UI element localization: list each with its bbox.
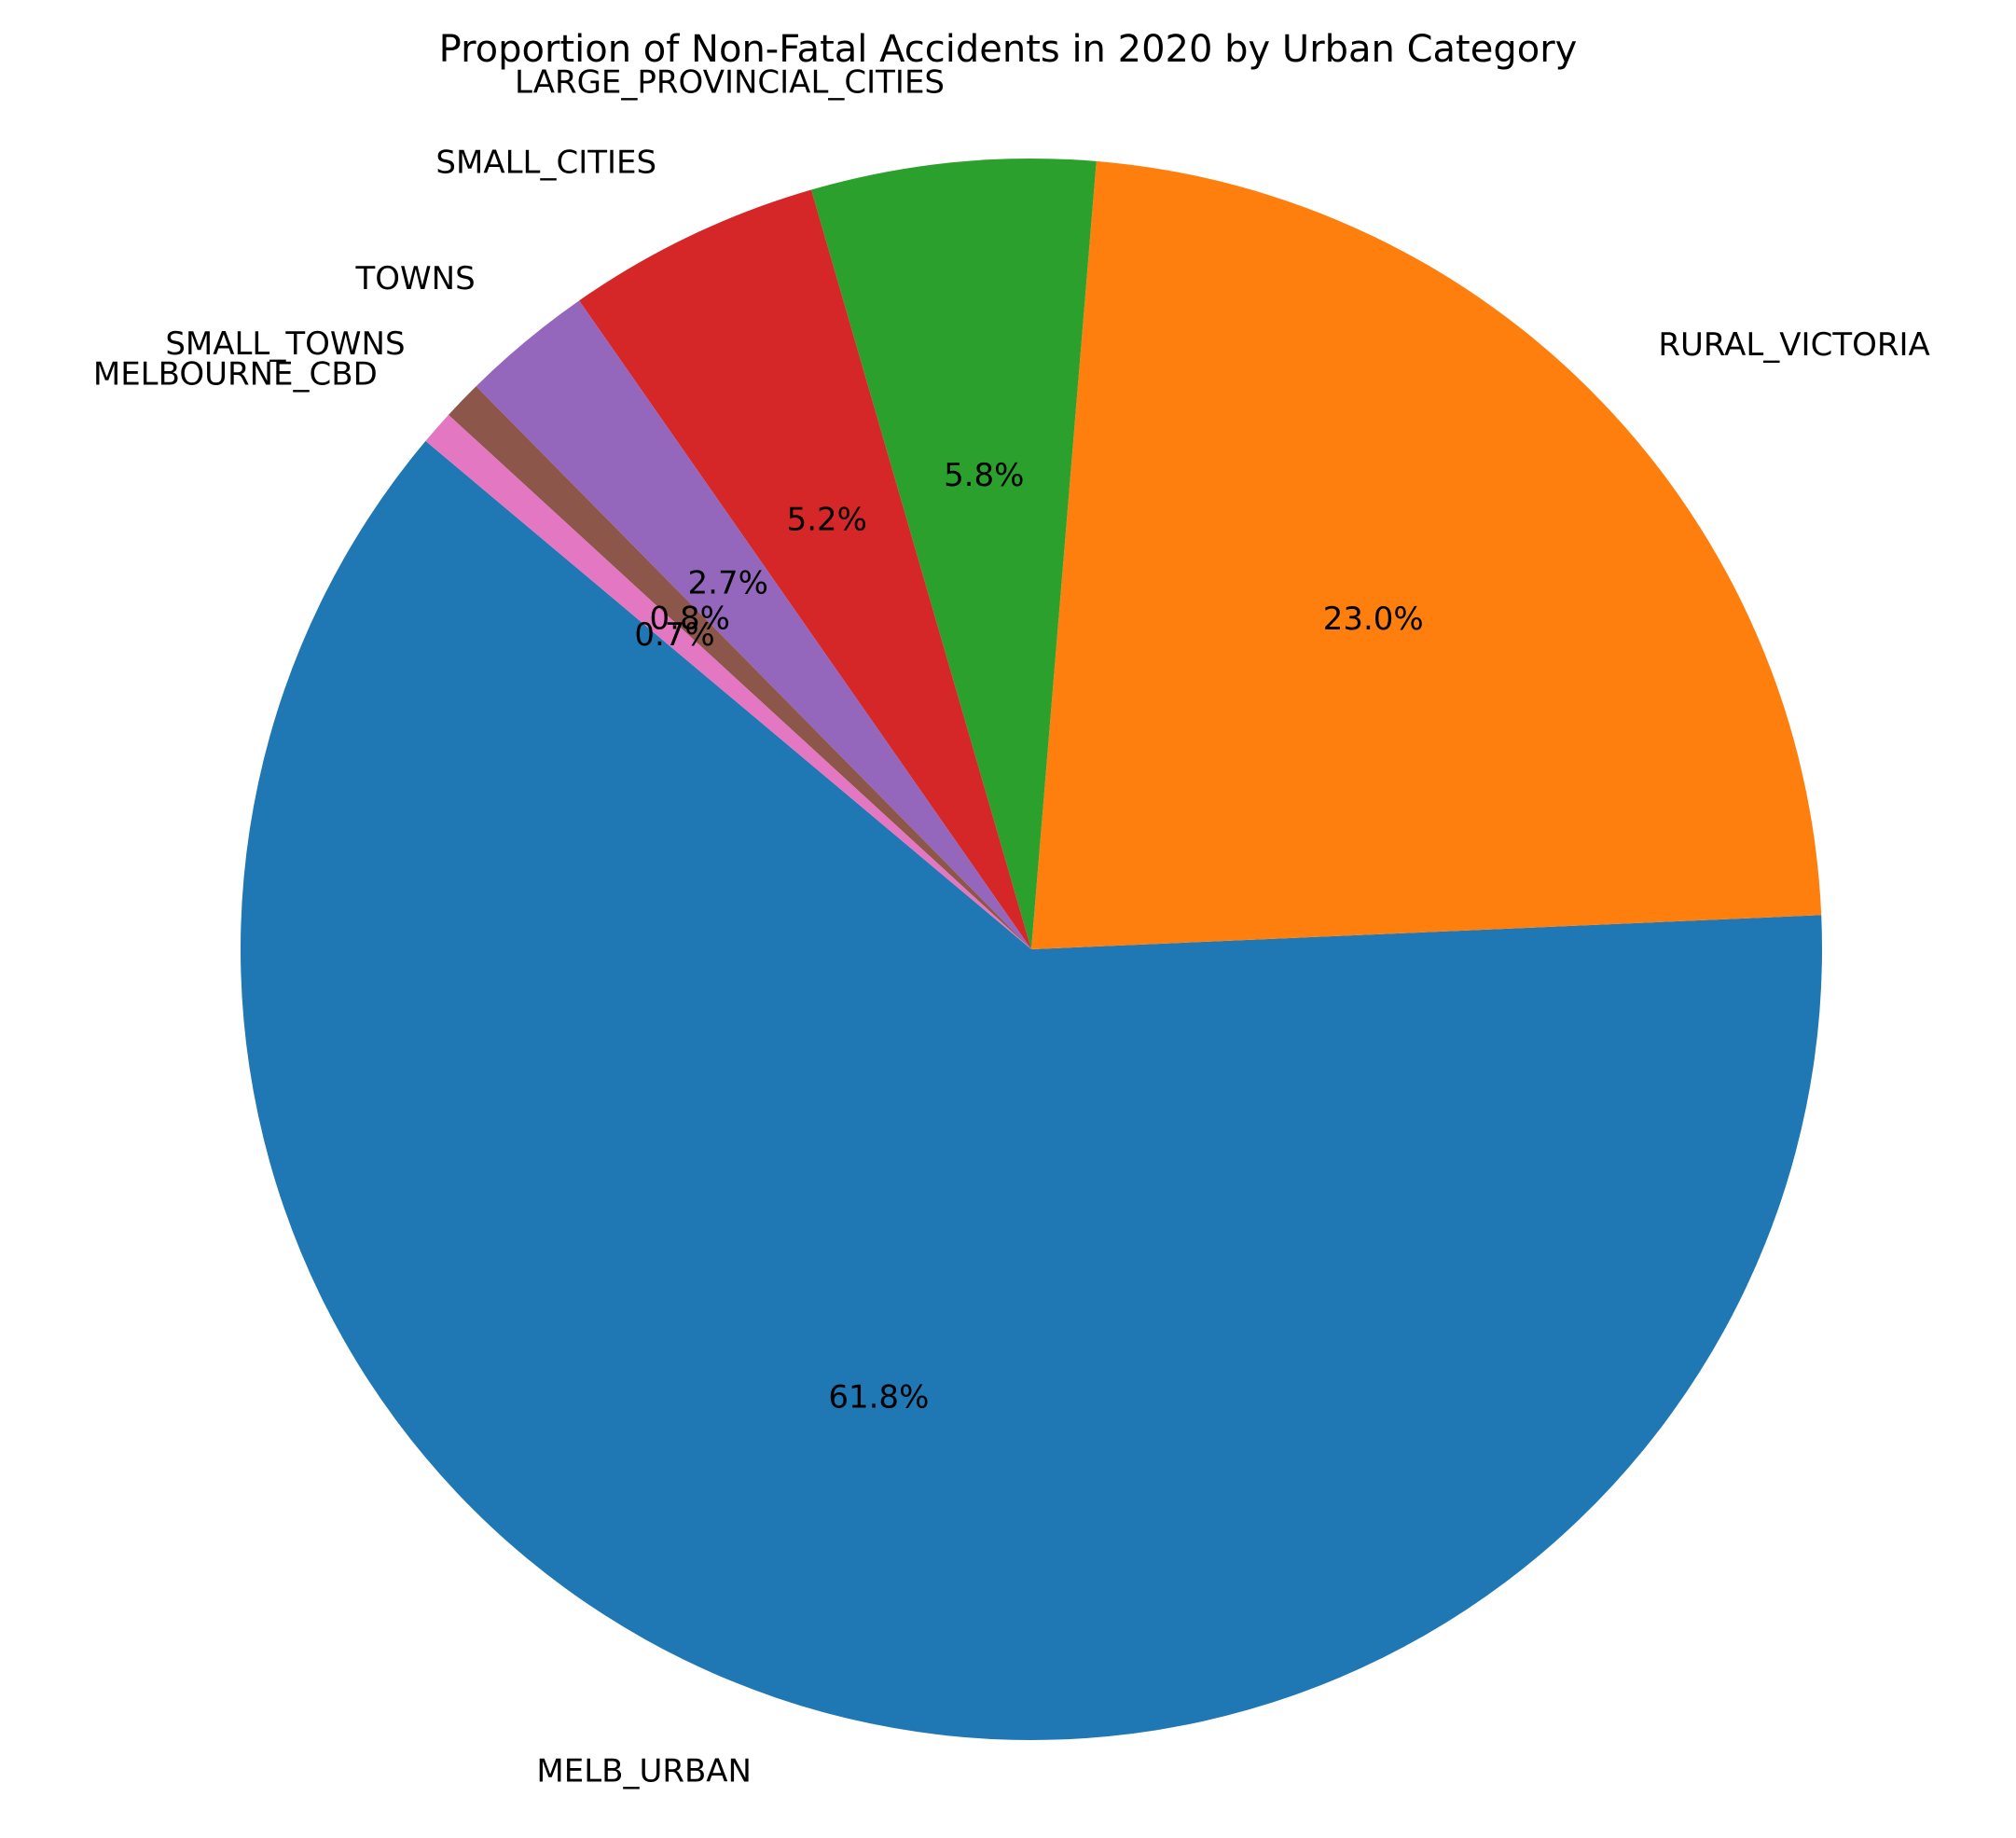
slice-large-provincial-cities — [810, 159, 1097, 950]
chart-title: Proportion of Non-Fatal Accidents in 202… — [439, 28, 1578, 71]
percent-label-rural-victoria: 23.0% — [1323, 601, 1424, 638]
percent-label-melbourne-cbd: 0.7% — [634, 616, 714, 654]
category-label-small-towns: SMALL_TOWNS — [165, 325, 405, 363]
slice-small-towns — [448, 386, 1031, 949]
percent-label-melb-urban: 61.8% — [828, 1378, 929, 1416]
category-labels: MELB_URBAN RURAL_VICTORIA LARGE_PROVINCIAL… — [93, 63, 1930, 1790]
category-label-large-provincial-cities: LARGE_PROVINCIAL_CITIES — [515, 63, 945, 101]
category-label-rural-victoria: RURAL_VICTORIA — [1658, 326, 1929, 364]
slice-melbourne-cbd — [425, 414, 1032, 949]
category-label-melb-urban: MELB_URBAN — [536, 1753, 752, 1790]
pie-slices — [241, 159, 1823, 1741]
slice-small-cities — [579, 189, 1031, 949]
category-label-small-cities: SMALL_CITIES — [435, 145, 656, 182]
percent-label-large-provincial-cities: 5.8% — [944, 457, 1024, 494]
category-label-melbourne-cbd: MELBOURNE_CBD — [93, 355, 378, 393]
slice-towns — [476, 300, 1031, 949]
percent-label-small-cities: 5.2% — [787, 501, 867, 538]
percent-labels: 61.8% 23.0% 5.8% 5.2% 2.7%0.8%0.7% — [634, 457, 1423, 1416]
percent-label-towns: 2.7% — [688, 564, 768, 601]
slice-melb-urban — [241, 440, 1823, 1741]
slice-rural-victoria — [1031, 160, 1822, 950]
percent-label-small-towns: 0.8% — [650, 600, 730, 637]
category-label-towns: TOWNS — [354, 260, 475, 297]
